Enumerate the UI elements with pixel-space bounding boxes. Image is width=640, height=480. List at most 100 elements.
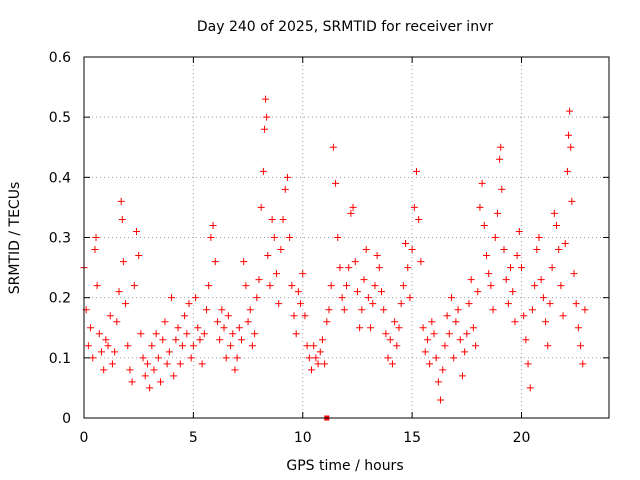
- data-point: [314, 360, 322, 368]
- data-point: [207, 234, 215, 241]
- data-point: [152, 330, 160, 338]
- data-point: [231, 366, 239, 374]
- data-point: [511, 318, 519, 326]
- data-point: [406, 294, 414, 302]
- data-point: [497, 143, 505, 151]
- data-point: [213, 318, 221, 326]
- data-point: [565, 131, 573, 139]
- x-tick-label: 10: [294, 430, 312, 446]
- data-point: [472, 342, 480, 350]
- data-point: [496, 155, 504, 163]
- data-point: [92, 234, 100, 241]
- data-point: [178, 342, 186, 350]
- data-point: [437, 396, 445, 404]
- data-point: [518, 264, 525, 272]
- data-point: [544, 342, 552, 350]
- data-point: [185, 300, 193, 308]
- data-point: [196, 336, 204, 344]
- data-point: [273, 270, 280, 278]
- data-point: [439, 366, 447, 374]
- y-tick-label: 0.6: [49, 50, 71, 66]
- data-point: [174, 324, 182, 332]
- data-point: [154, 354, 162, 362]
- y-tick-label: 0.3: [49, 231, 71, 247]
- data-point: [450, 354, 458, 362]
- data-point: [557, 282, 565, 290]
- data-point: [395, 324, 403, 332]
- data-point: [303, 342, 311, 350]
- y-tick-label: 0.2: [49, 291, 71, 307]
- data-point: [465, 300, 473, 308]
- data-point: [351, 258, 359, 266]
- data-point: [382, 330, 390, 338]
- data-point: [137, 330, 145, 338]
- data-point: [170, 372, 178, 380]
- data-point: [367, 324, 375, 332]
- data-point: [548, 264, 556, 272]
- data-point: [415, 215, 423, 223]
- data-point: [312, 354, 320, 362]
- x-tick-label: 0: [80, 430, 89, 446]
- data-point: [522, 336, 530, 344]
- data-point: [100, 366, 108, 374]
- data-point: [507, 264, 515, 272]
- data-point: [581, 306, 589, 314]
- data-point: [338, 294, 346, 302]
- data-point: [305, 354, 313, 362]
- data-point: [546, 300, 554, 308]
- data-point: [417, 258, 425, 266]
- data-point: [263, 113, 271, 121]
- data-point: [189, 342, 197, 350]
- data-point: [165, 348, 173, 356]
- data-point: [321, 360, 329, 368]
- data-point: [526, 384, 534, 392]
- data-point: [423, 336, 431, 344]
- data-point: [566, 107, 574, 115]
- data-point: [89, 354, 97, 362]
- data-point: [498, 185, 506, 193]
- data-point: [378, 288, 385, 296]
- data-point: [461, 348, 469, 356]
- data-point: [233, 354, 241, 362]
- data-point: [224, 312, 232, 320]
- data-point: [574, 324, 582, 332]
- data-point: [176, 360, 184, 368]
- data-point: [572, 300, 580, 308]
- data-point: [198, 360, 206, 368]
- data-point: [563, 167, 571, 175]
- data-point: [388, 360, 396, 368]
- data-point: [104, 342, 112, 350]
- data-point: [192, 294, 200, 302]
- data-point: [336, 264, 344, 272]
- data-point: [428, 318, 436, 326]
- data-point: [369, 300, 377, 308]
- data-point: [542, 318, 550, 326]
- data-point: [555, 246, 563, 254]
- data-point: [270, 234, 278, 241]
- data-point: [410, 203, 418, 211]
- data-point: [255, 276, 263, 284]
- data-point: [218, 306, 226, 314]
- data-point: [577, 342, 585, 350]
- data-point: [266, 282, 274, 290]
- data-point: [480, 221, 488, 229]
- y-tick-label: 0.4: [49, 170, 71, 186]
- data-point: [327, 282, 335, 290]
- data-point: [118, 215, 126, 223]
- data-point: [297, 300, 305, 308]
- data-point: [364, 294, 372, 302]
- data-point: [419, 324, 427, 332]
- data-point: [375, 264, 383, 272]
- data-point: [150, 366, 158, 374]
- data-point: [537, 276, 545, 284]
- data-point: [393, 342, 401, 350]
- data-point: [277, 246, 285, 254]
- data-point: [115, 288, 123, 296]
- data-point: [458, 372, 466, 380]
- data-point: [113, 318, 121, 326]
- data-point: [242, 282, 250, 290]
- data-point: [222, 354, 230, 362]
- data-point: [211, 258, 219, 266]
- data-point: [445, 330, 453, 338]
- data-point: [500, 246, 508, 254]
